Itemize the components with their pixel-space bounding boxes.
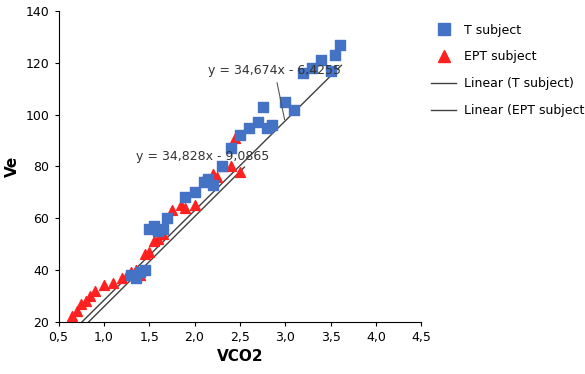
EPT subject: [235, 169, 245, 175]
T subject: [158, 226, 167, 232]
T subject: [190, 189, 199, 195]
Legend: T subject, EPT subject, Linear (T subject), Linear (EPT subject): T subject, EPT subject, Linear (T subjec…: [431, 24, 585, 117]
Text: y = 34,674x - 6,4255: y = 34,674x - 6,4255: [208, 64, 341, 120]
EPT subject: [176, 202, 185, 208]
T subject: [226, 145, 235, 151]
EPT subject: [199, 177, 208, 183]
EPT subject: [90, 288, 99, 294]
EPT subject: [158, 231, 167, 237]
T subject: [258, 104, 267, 110]
T subject: [149, 223, 159, 229]
EPT subject: [117, 275, 126, 280]
EPT subject: [190, 202, 199, 208]
EPT subject: [226, 163, 235, 169]
T subject: [267, 122, 276, 128]
T subject: [131, 275, 140, 280]
T subject: [245, 125, 254, 131]
EPT subject: [208, 171, 218, 177]
T subject: [262, 125, 271, 131]
EPT subject: [131, 267, 140, 273]
EPT subject: [122, 272, 131, 278]
T subject: [199, 179, 208, 185]
T subject: [208, 181, 218, 187]
EPT subject: [149, 239, 159, 245]
EPT subject: [67, 313, 77, 319]
EPT subject: [135, 272, 145, 278]
T subject: [126, 272, 136, 278]
T subject: [217, 163, 226, 169]
T subject: [290, 107, 299, 113]
T subject: [144, 226, 154, 232]
T subject: [163, 215, 172, 221]
EPT subject: [126, 270, 136, 276]
T subject: [308, 65, 317, 71]
Y-axis label: Ve: Ve: [5, 156, 20, 177]
EPT subject: [77, 301, 86, 307]
T subject: [326, 68, 335, 74]
EPT subject: [85, 293, 95, 299]
T subject: [335, 42, 344, 48]
Text: y = 34,828x - 9,0865: y = 34,828x - 9,0865: [136, 150, 269, 163]
T subject: [204, 177, 213, 183]
EPT subject: [108, 280, 118, 286]
EPT subject: [72, 308, 81, 314]
T subject: [135, 270, 145, 276]
EPT subject: [140, 251, 149, 257]
T subject: [331, 52, 340, 58]
T subject: [181, 194, 190, 200]
T subject: [153, 228, 163, 234]
T subject: [281, 99, 290, 105]
X-axis label: VCO2: VCO2: [216, 349, 263, 364]
T subject: [235, 132, 245, 138]
T subject: [299, 70, 308, 76]
EPT subject: [144, 249, 154, 255]
T subject: [140, 267, 149, 273]
T subject: [253, 119, 263, 125]
EPT subject: [212, 174, 222, 180]
EPT subject: [153, 236, 163, 242]
EPT subject: [217, 163, 226, 169]
T subject: [317, 57, 326, 63]
EPT subject: [230, 135, 240, 141]
EPT subject: [181, 205, 190, 211]
EPT subject: [99, 282, 109, 288]
EPT subject: [81, 298, 91, 304]
EPT subject: [167, 208, 177, 214]
